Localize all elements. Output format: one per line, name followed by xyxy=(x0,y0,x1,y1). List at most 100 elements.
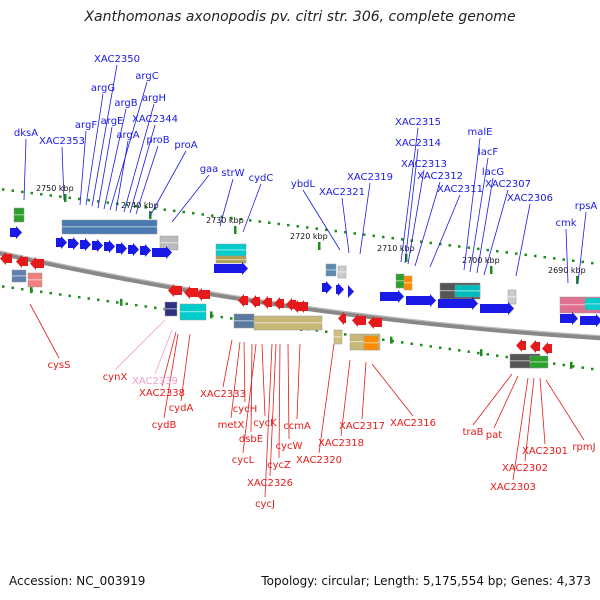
reverse-gene-label: XAC2320 xyxy=(296,455,342,466)
leader-line xyxy=(404,148,419,264)
scale-dot xyxy=(591,261,594,265)
leader-line xyxy=(400,127,419,263)
domain-block-stripe xyxy=(396,280,404,282)
leader-line xyxy=(219,178,234,227)
scale-dot xyxy=(249,219,252,222)
scale-dot xyxy=(49,291,52,295)
scale-dot xyxy=(49,194,52,197)
domain-block-stripe xyxy=(14,214,24,216)
scale-dot xyxy=(382,235,385,239)
reverse-gene-arrow xyxy=(292,300,306,313)
forward-gene-label: XAC2353 xyxy=(39,136,85,147)
leader-line xyxy=(79,130,87,206)
scale-tick-mark xyxy=(576,276,579,284)
domain-block-stripe xyxy=(510,360,540,362)
scale-dot xyxy=(40,290,43,294)
leader-line xyxy=(109,81,148,211)
reverse-gene-arrow xyxy=(338,312,346,325)
reverse-gene-arrow xyxy=(196,288,210,301)
scale-dot xyxy=(59,293,62,296)
scale-dot xyxy=(59,195,62,198)
reverse-gene-label: dsbE xyxy=(239,434,263,445)
leader-line xyxy=(250,343,253,433)
leader-line xyxy=(359,182,371,255)
reverse-gene-label: XAC2303 xyxy=(490,482,536,493)
scale-dot xyxy=(572,365,575,368)
reverse-gene-label: cycL xyxy=(232,455,255,466)
leader-line xyxy=(469,157,489,273)
forward-gene-arrow xyxy=(322,281,332,294)
forward-gene-arrow xyxy=(152,246,172,259)
scale-dot xyxy=(78,295,81,299)
reverse-gene-arrow xyxy=(516,339,526,352)
domain-block-stripe xyxy=(216,249,246,251)
domain-block-stripe xyxy=(508,296,516,298)
scale-tick-mark xyxy=(210,311,213,319)
forward-gene-arrow xyxy=(128,243,139,256)
reverse-gene-label: cycZ xyxy=(267,460,291,471)
scale-tick-mark xyxy=(120,298,123,306)
forward-gene-arrow xyxy=(68,237,79,250)
scale-dot xyxy=(334,229,337,233)
domain-block-stripe xyxy=(28,279,42,281)
scale-dot xyxy=(496,250,499,253)
scale-dot xyxy=(11,189,14,192)
leader-line xyxy=(340,359,351,437)
scale-dot xyxy=(144,206,147,209)
scale-dot xyxy=(154,306,157,310)
scale-dot xyxy=(562,363,565,367)
forward-gene-label: argG xyxy=(91,83,115,94)
reverse-gene-label: XAC2318 xyxy=(318,438,364,449)
reverse-gene-label: traB xyxy=(462,427,483,438)
leader-line xyxy=(361,361,367,420)
leader-line xyxy=(123,103,155,213)
scale-dot xyxy=(448,244,451,247)
forward-gene-label: XAC2319 xyxy=(347,172,393,183)
leader-line xyxy=(23,138,27,201)
leader-line xyxy=(103,108,127,210)
scale-dot xyxy=(448,347,451,351)
reverse-gene-arrow xyxy=(352,314,366,327)
scale-dot xyxy=(21,190,24,194)
scale-dot xyxy=(591,367,594,371)
reverse-gene-arrow xyxy=(262,296,272,309)
scale-dot xyxy=(97,298,100,302)
forward-gene-arrow xyxy=(116,242,127,255)
reverse-gene-arrow xyxy=(274,297,284,310)
leader-line xyxy=(429,194,461,268)
scale-dot xyxy=(534,254,537,258)
forward-gene-label: proA xyxy=(174,140,197,151)
scale-dot xyxy=(239,217,242,221)
forward-gene-arrow xyxy=(406,294,436,307)
leader-line xyxy=(515,203,531,277)
reverse-gene-label: metX xyxy=(218,420,245,431)
reverse-gene-arrow xyxy=(168,284,182,297)
forward-gene-label: lacF xyxy=(478,147,498,158)
forward-gene-label: cydC xyxy=(249,173,274,184)
forward-gene-arrow xyxy=(104,240,115,253)
scale-dot xyxy=(372,234,375,238)
forward-gene-label: argC xyxy=(135,71,158,82)
scale-tick-mark xyxy=(234,226,237,234)
scale-dot xyxy=(277,222,280,226)
domain-block-stripe xyxy=(326,269,336,271)
scale-dot xyxy=(420,240,423,243)
scale-dot xyxy=(467,246,470,249)
reverse-gene-label: pat xyxy=(486,430,502,441)
leader-line xyxy=(222,339,233,388)
scale-tick-mark xyxy=(405,254,408,262)
forward-gene-arrow xyxy=(214,262,248,275)
domain-block-stripe xyxy=(180,311,206,313)
leader-line xyxy=(565,228,569,284)
forward-gene-arrow xyxy=(348,285,354,298)
forward-gene-label: proB xyxy=(146,135,169,146)
scale-tick-label: 2710 kbp xyxy=(377,244,415,253)
scale-dot xyxy=(344,231,347,234)
leader-line xyxy=(407,169,425,265)
domain-block-stripe xyxy=(334,336,342,338)
scale-dot xyxy=(581,260,584,264)
scale-dot xyxy=(21,287,24,291)
scale-dot xyxy=(562,258,565,261)
